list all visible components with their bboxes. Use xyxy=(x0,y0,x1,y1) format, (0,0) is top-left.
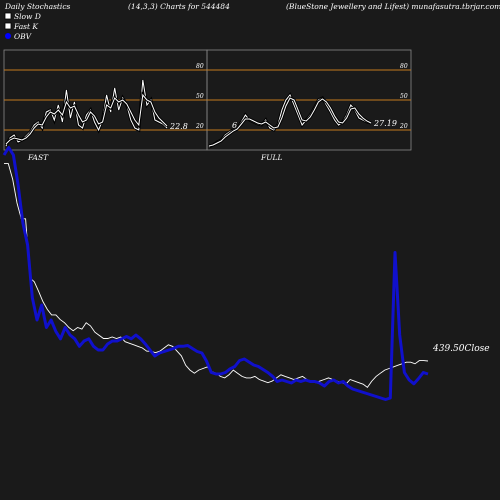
legend-swatch-fast-k xyxy=(4,22,12,30)
header-middle: (14,3,3) Charts for 544484 xyxy=(128,2,230,11)
close-price-line xyxy=(4,163,429,389)
full-tick-label: 20 xyxy=(399,123,408,130)
header-left: Daily Stochastics xyxy=(4,2,71,11)
fast-tick-labels: 80 50 20 xyxy=(195,63,204,130)
full-panel-label: FULL xyxy=(260,153,283,162)
full-panel: 80 50 20 6 27.19 FULL xyxy=(206,49,412,162)
full-tick-label: 50 xyxy=(400,93,408,100)
fast-tick-label: 20 xyxy=(195,123,204,130)
full-series xyxy=(208,92,372,149)
full-reference-lines xyxy=(207,69,411,131)
fast-series xyxy=(4,79,169,147)
full-tick-labels: 80 50 20 xyxy=(399,63,408,130)
legend-swatch-slow-d xyxy=(4,12,12,20)
fast-panel: 80 50 20 22.8 FAST xyxy=(3,49,208,162)
full-first-value: 6 xyxy=(232,121,237,130)
fast-tick-label: 80 xyxy=(196,63,204,70)
obv-line xyxy=(2,146,429,401)
fast-last-value: 22.8 xyxy=(169,122,188,131)
legend-label-fast-k: Fast K xyxy=(13,22,38,31)
price-panel: 439.50Close xyxy=(2,146,490,401)
full-tick-label: 80 xyxy=(400,63,408,70)
fast-series-outline-0 xyxy=(4,79,169,147)
legend-label-obv: OBV xyxy=(14,32,33,41)
header-right: (BlueStone Jewellery and Lifest) munafas… xyxy=(286,2,500,11)
legend: Slow D Fast K OBV xyxy=(4,12,41,41)
full-series-1 xyxy=(208,97,372,147)
close-value-label: 439.50Close xyxy=(432,344,490,354)
fast-tick-label: 50 xyxy=(196,93,204,100)
full-last-value: 27.19 xyxy=(373,119,397,128)
legend-label-slow-d: Slow D xyxy=(14,12,41,21)
fast-panel-label: FAST xyxy=(27,153,49,162)
fast-series-1 xyxy=(5,93,168,145)
legend-swatch-obv xyxy=(5,33,11,39)
